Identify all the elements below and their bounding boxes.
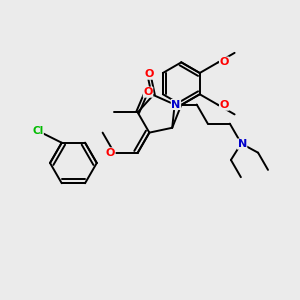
Text: O: O xyxy=(220,100,229,110)
Text: O: O xyxy=(143,87,153,97)
Text: O: O xyxy=(144,69,154,79)
Text: O: O xyxy=(220,57,229,67)
Text: O: O xyxy=(106,148,115,158)
Text: Cl: Cl xyxy=(32,126,43,136)
Text: N: N xyxy=(171,100,181,110)
Text: N: N xyxy=(238,139,247,149)
